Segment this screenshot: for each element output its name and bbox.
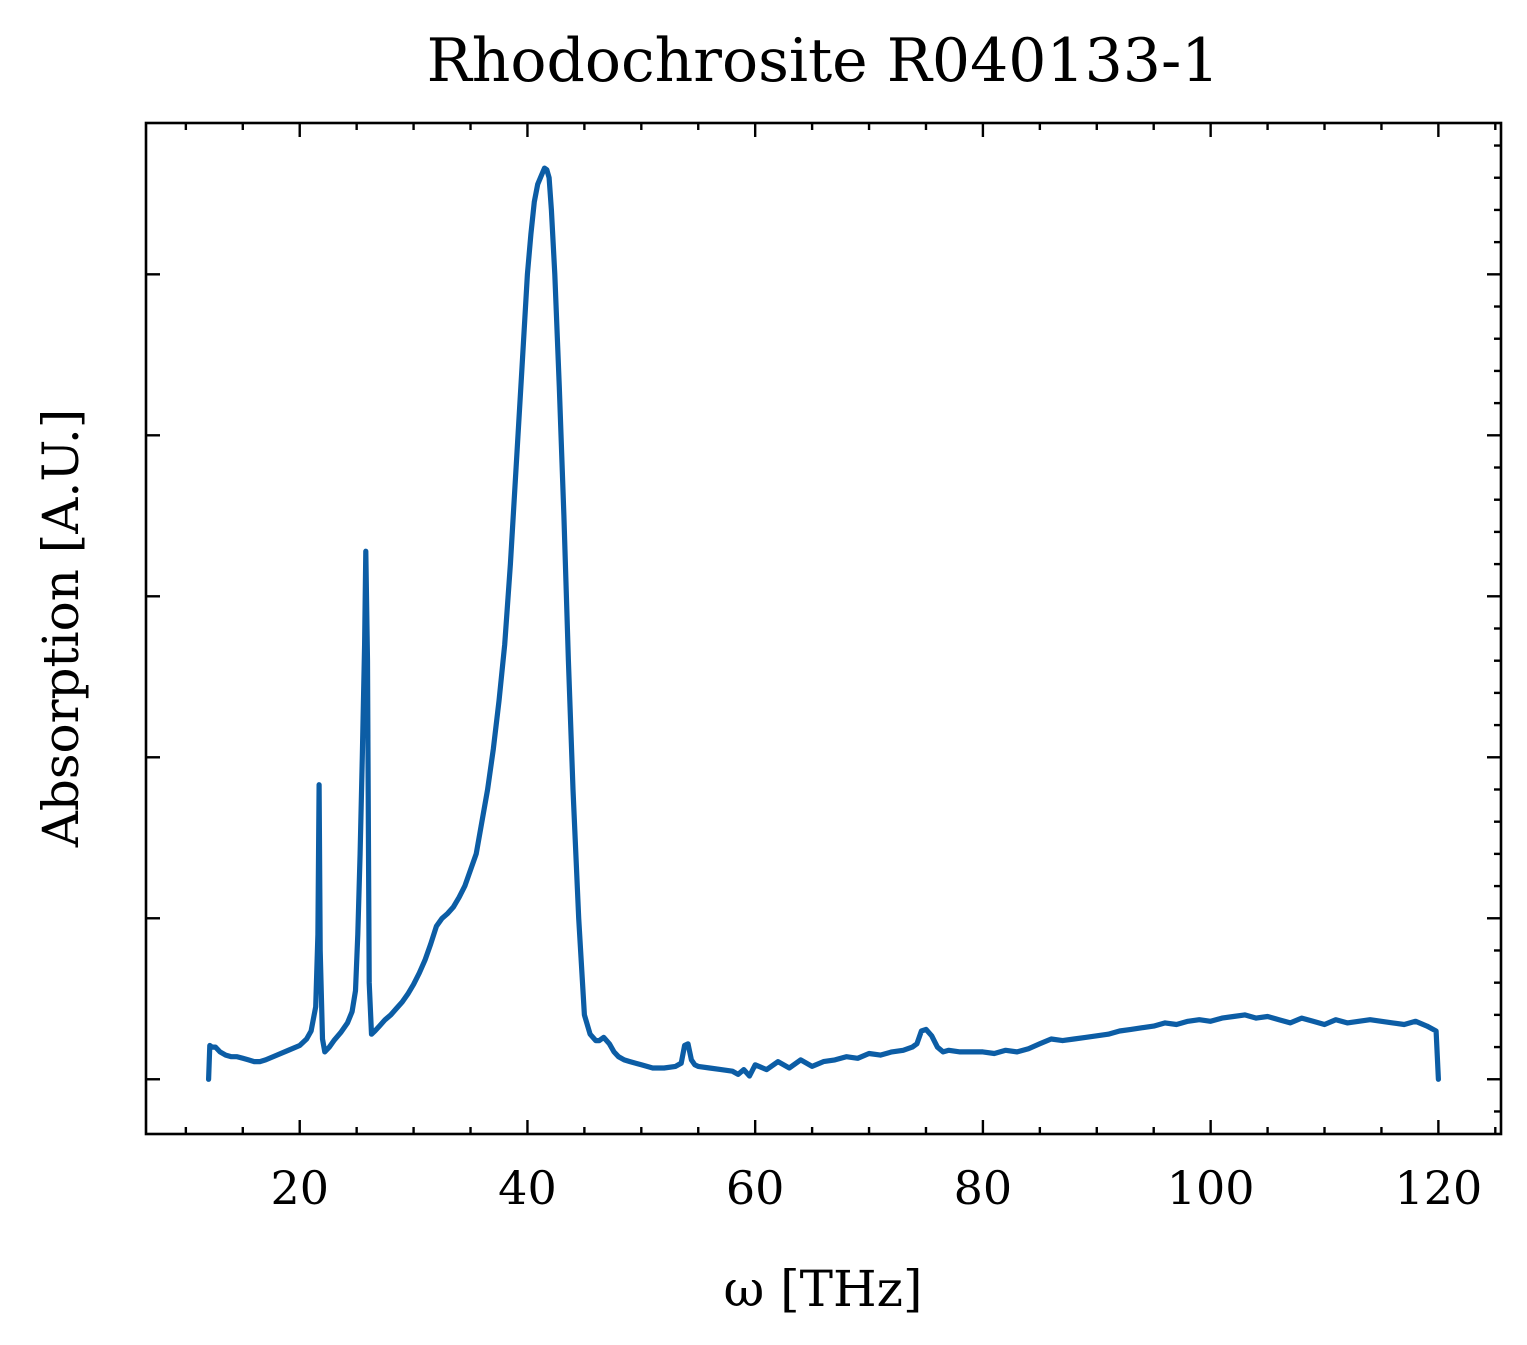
x-tick-label: 100 — [1167, 1161, 1255, 1215]
y-axis-ticks — [146, 144, 1501, 1113]
chart-title: Rhodochrosite R040133-1 — [427, 26, 1220, 96]
x-axis-label: ω [THz] — [724, 1260, 923, 1318]
x-tick-label: 20 — [270, 1161, 329, 1215]
absorption-series-line — [206, 165, 1441, 1082]
x-tick-label: 60 — [726, 1161, 785, 1215]
x-axis-tick-labels: 20 40 60 80 100 120 — [270, 1161, 1482, 1215]
x-tick-label: 40 — [498, 1161, 557, 1215]
x-tick-label: 80 — [954, 1161, 1013, 1215]
x-tick-label: 120 — [1394, 1161, 1482, 1215]
plot-area — [144, 121, 1503, 1136]
y-axis-label: Absorption [A.U.] — [32, 409, 90, 849]
axes-frame — [144, 121, 1503, 1136]
x-axis-ticks — [184, 123, 1497, 1134]
